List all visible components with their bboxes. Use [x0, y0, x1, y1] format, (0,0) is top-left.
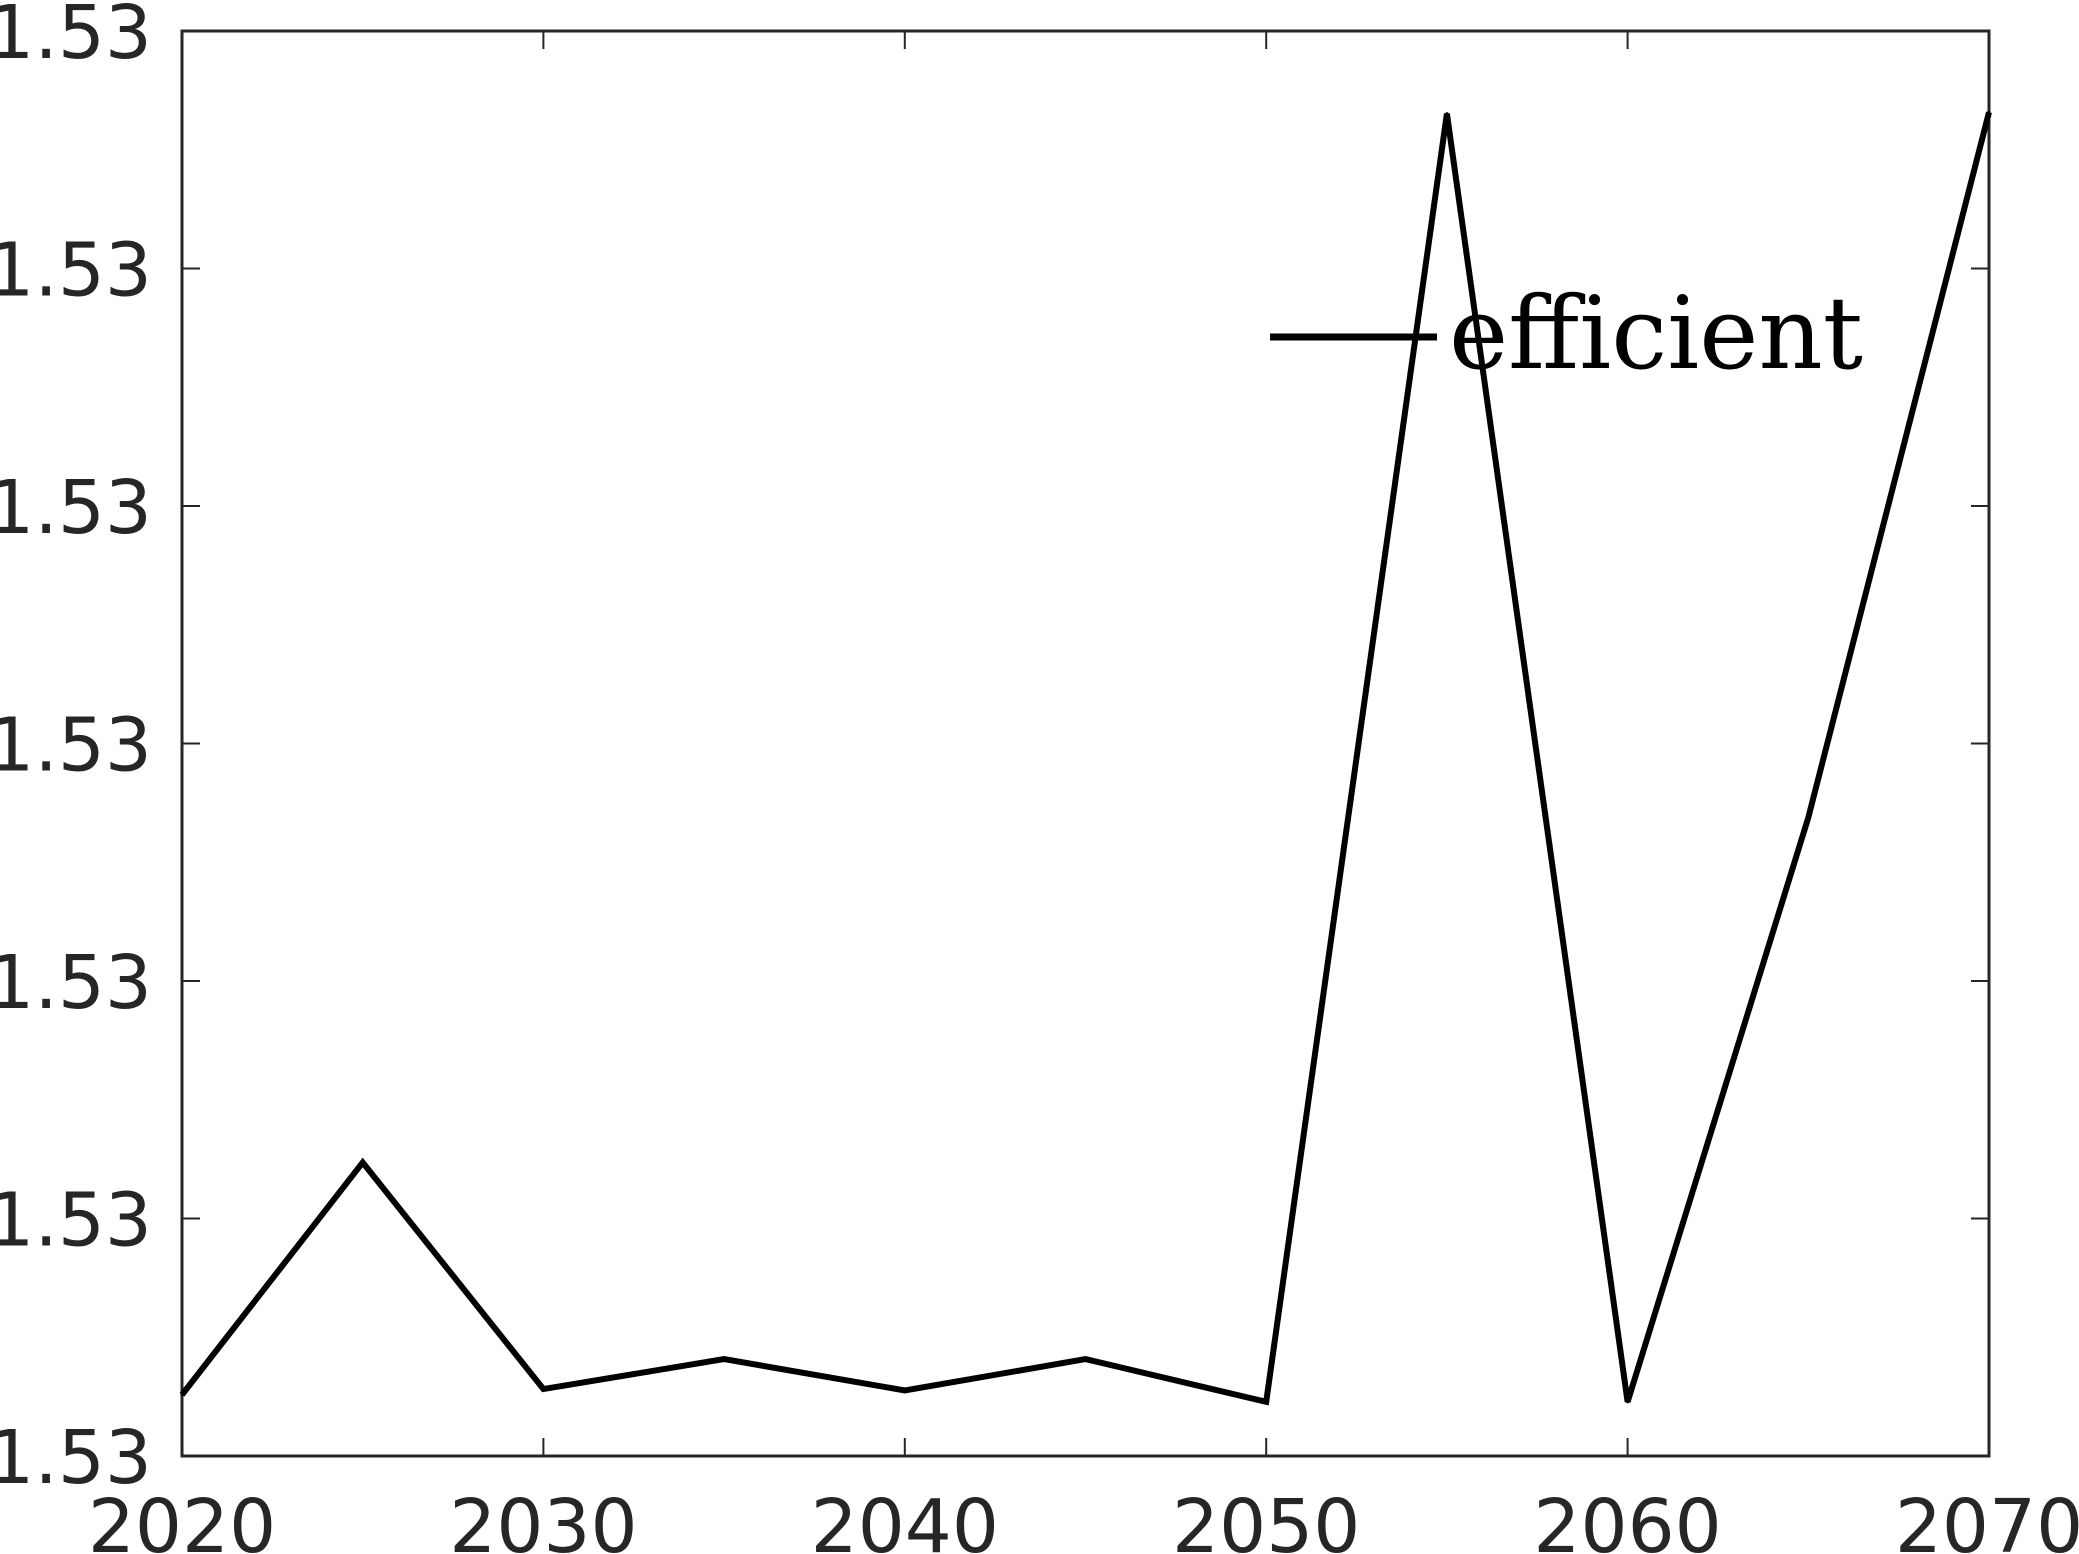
axis-ticks [181, 30, 1990, 1457]
x-tick-label-2: 2040 [811, 1484, 999, 1554]
data-point-efficient-10 [1987, 110, 1991, 114]
data-point-efficient-6 [1264, 1400, 1268, 1404]
data-point-efficient-8 [1626, 1400, 1630, 1404]
y-tick-label-2: 1.53 [0, 940, 152, 1026]
data-point-efficient-0 [180, 1393, 184, 1397]
data-point-efficient-2 [541, 1387, 545, 1391]
x-tick-label-5: 2070 [1895, 1484, 2079, 1554]
data-point-efficient-3 [722, 1357, 726, 1361]
legend: efficient [1270, 275, 1863, 392]
y-tick-label-4: 1.53 [0, 465, 152, 551]
data-point-efficient-1 [361, 1160, 365, 1164]
legend-label-efficient: efficient [1449, 275, 1863, 392]
data-point-efficient-4 [903, 1388, 907, 1392]
x-tick-label-1: 2030 [449, 1484, 637, 1554]
x-tick-label-0: 2020 [88, 1484, 276, 1554]
series-lines [179, 110, 1992, 1406]
x-tick-label-4: 2060 [1533, 1484, 1721, 1554]
y-tick-label-3: 1.53 [0, 703, 152, 789]
x-tick-label-3: 2050 [1172, 1484, 1360, 1554]
y-tick-label-0: 1.53 [0, 1415, 152, 1501]
data-point-efficient-5 [1084, 1357, 1087, 1361]
data-point-efficient-9 [1806, 816, 1810, 820]
y-tick-label-1: 1.53 [0, 1177, 152, 1263]
plot-area [180, 29, 1991, 1458]
y-tick-label-6: 1.53 [0, 0, 152, 76]
data-point-efficient-7 [1445, 112, 1449, 116]
y-tick-label-5: 1.53 [0, 228, 152, 314]
